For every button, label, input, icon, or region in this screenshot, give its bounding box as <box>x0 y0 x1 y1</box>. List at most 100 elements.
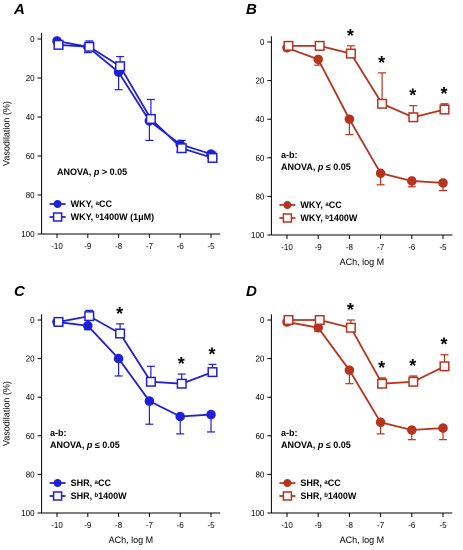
anova-annotation: a-b: <box>281 150 298 160</box>
data-point <box>439 361 450 372</box>
x-axis-title: ACh, log M <box>340 535 385 545</box>
significance-asterisk: * <box>440 335 447 355</box>
y-tick-label: 0 <box>260 316 265 325</box>
x-tick-label: -8 <box>346 521 354 530</box>
significance-asterisk: * <box>347 26 354 46</box>
significance-asterisk: * <box>378 358 385 378</box>
y-tick-label: 80 <box>255 470 264 479</box>
legend-entry: WKY, ᵃCC <box>49 199 113 209</box>
data-point <box>144 396 155 406</box>
y-tick-label: 60 <box>255 432 264 441</box>
data-point <box>83 320 93 331</box>
data-point <box>145 113 156 125</box>
y-tick-label: 100 <box>21 230 35 239</box>
significance-asterisk: * <box>178 354 185 374</box>
anova-annotation: ANOVA, p > 0.05 <box>57 167 127 177</box>
legend-entry: WKY, ᵇ1400W <box>279 213 358 223</box>
data-point <box>115 328 126 339</box>
y-tick-label: 0 <box>260 38 265 47</box>
data-point <box>113 353 124 364</box>
significance-asterisk: * <box>116 304 123 324</box>
legend-label: SHR, ᵇ1400W <box>300 491 357 501</box>
series-line <box>56 321 212 418</box>
significance-asterisk: * <box>208 344 215 364</box>
series-line <box>56 40 212 155</box>
x-tick-label: -7 <box>377 521 385 530</box>
x-tick-label: -10 <box>51 242 63 251</box>
data-point <box>314 40 325 51</box>
legend-marker <box>52 212 63 222</box>
data-point <box>408 112 419 123</box>
y-tick-label: 40 <box>255 115 264 124</box>
legend-label: WKY, ᵇ1400W (1μM) <box>71 212 155 222</box>
series-line <box>288 44 445 119</box>
legend-marker <box>53 200 62 208</box>
legend-marker <box>283 479 292 487</box>
legend-label: SHR, ᵃCC <box>71 478 112 488</box>
x-tick-label: -7 <box>146 521 154 530</box>
chart-panel-d: D 0 20 40 60 80 100 -10 -9 -8 -7 -6 -5 ACh, log M * * * *… <box>246 283 453 545</box>
chart-panel-a: A 0 20 40 60 80 100 -10 -9 -8 -7 -6 -5 Vasodilation (… <box>2 1 221 251</box>
data-point <box>314 314 325 326</box>
y-tick-label: 60 <box>255 154 264 163</box>
x-tick-label: -8 <box>115 521 123 530</box>
panel-label: C <box>14 283 26 300</box>
x-tick-label: -10 <box>51 521 63 530</box>
series-1400w <box>283 314 450 389</box>
data-point <box>207 367 218 378</box>
series-line <box>286 46 444 184</box>
x-tick-label: -5 <box>207 521 215 530</box>
data-point <box>344 365 355 375</box>
x-tick-label: -6 <box>177 521 185 530</box>
x-tick-label: -5 <box>439 243 447 252</box>
data-point <box>176 143 187 154</box>
legend-label: WKY, ᵃCC <box>300 200 342 210</box>
legend-marker <box>282 491 293 501</box>
series-line <box>58 315 213 385</box>
significance-asterisk: * <box>409 356 416 376</box>
data-point <box>175 411 185 422</box>
data-point <box>207 152 218 163</box>
series-cc <box>52 36 216 159</box>
data-point <box>439 104 450 115</box>
legend-label: WKY, ᵇ1400W <box>300 213 358 223</box>
y-tick-label: 80 <box>26 470 35 479</box>
y-axis-title: Vasodilation (%) <box>2 101 12 166</box>
legend-label: SHR, ᵃCC <box>300 478 341 488</box>
panel-label: D <box>246 283 257 300</box>
y-tick-label: 40 <box>255 393 264 402</box>
data-point <box>84 311 95 322</box>
data-point <box>377 378 388 389</box>
x-tick-label: -7 <box>146 242 154 251</box>
x-tick-label: -6 <box>408 521 416 530</box>
legend-label: WKY, ᵃCC <box>71 199 113 209</box>
x-tick-label: -7 <box>377 243 385 252</box>
series-cc <box>52 317 216 435</box>
anova-annotation: ANOVA, p ≤ 0.05 <box>281 162 351 172</box>
y-tick-label: 60 <box>26 152 35 161</box>
y-tick-label: 20 <box>255 77 264 86</box>
x-tick-label: -9 <box>84 521 92 530</box>
data-point <box>408 376 419 387</box>
data-point <box>84 41 95 52</box>
series-cc <box>282 317 448 441</box>
legend-entry: SHR, ᵃCC <box>49 478 112 488</box>
data-point <box>377 98 388 109</box>
data-point <box>375 417 386 428</box>
x-tick-label: -9 <box>315 521 323 530</box>
y-tick-label: 0 <box>30 316 35 325</box>
y-tick-label: 40 <box>26 113 35 122</box>
data-point <box>345 322 356 333</box>
y-axis-title: Vasodilation (%) <box>2 381 12 446</box>
data-point <box>145 376 156 387</box>
legend-entry: SHR, ᵇ1400W <box>49 491 127 501</box>
data-point <box>53 316 64 327</box>
series-1400w <box>53 39 218 163</box>
y-tick-label: 20 <box>26 74 35 83</box>
legend-marker <box>53 479 62 487</box>
data-point <box>176 378 187 389</box>
legend-entry: WKY, ᵃCC <box>279 200 342 210</box>
x-tick-label: -8 <box>346 243 354 252</box>
x-tick-label: -6 <box>177 242 185 251</box>
